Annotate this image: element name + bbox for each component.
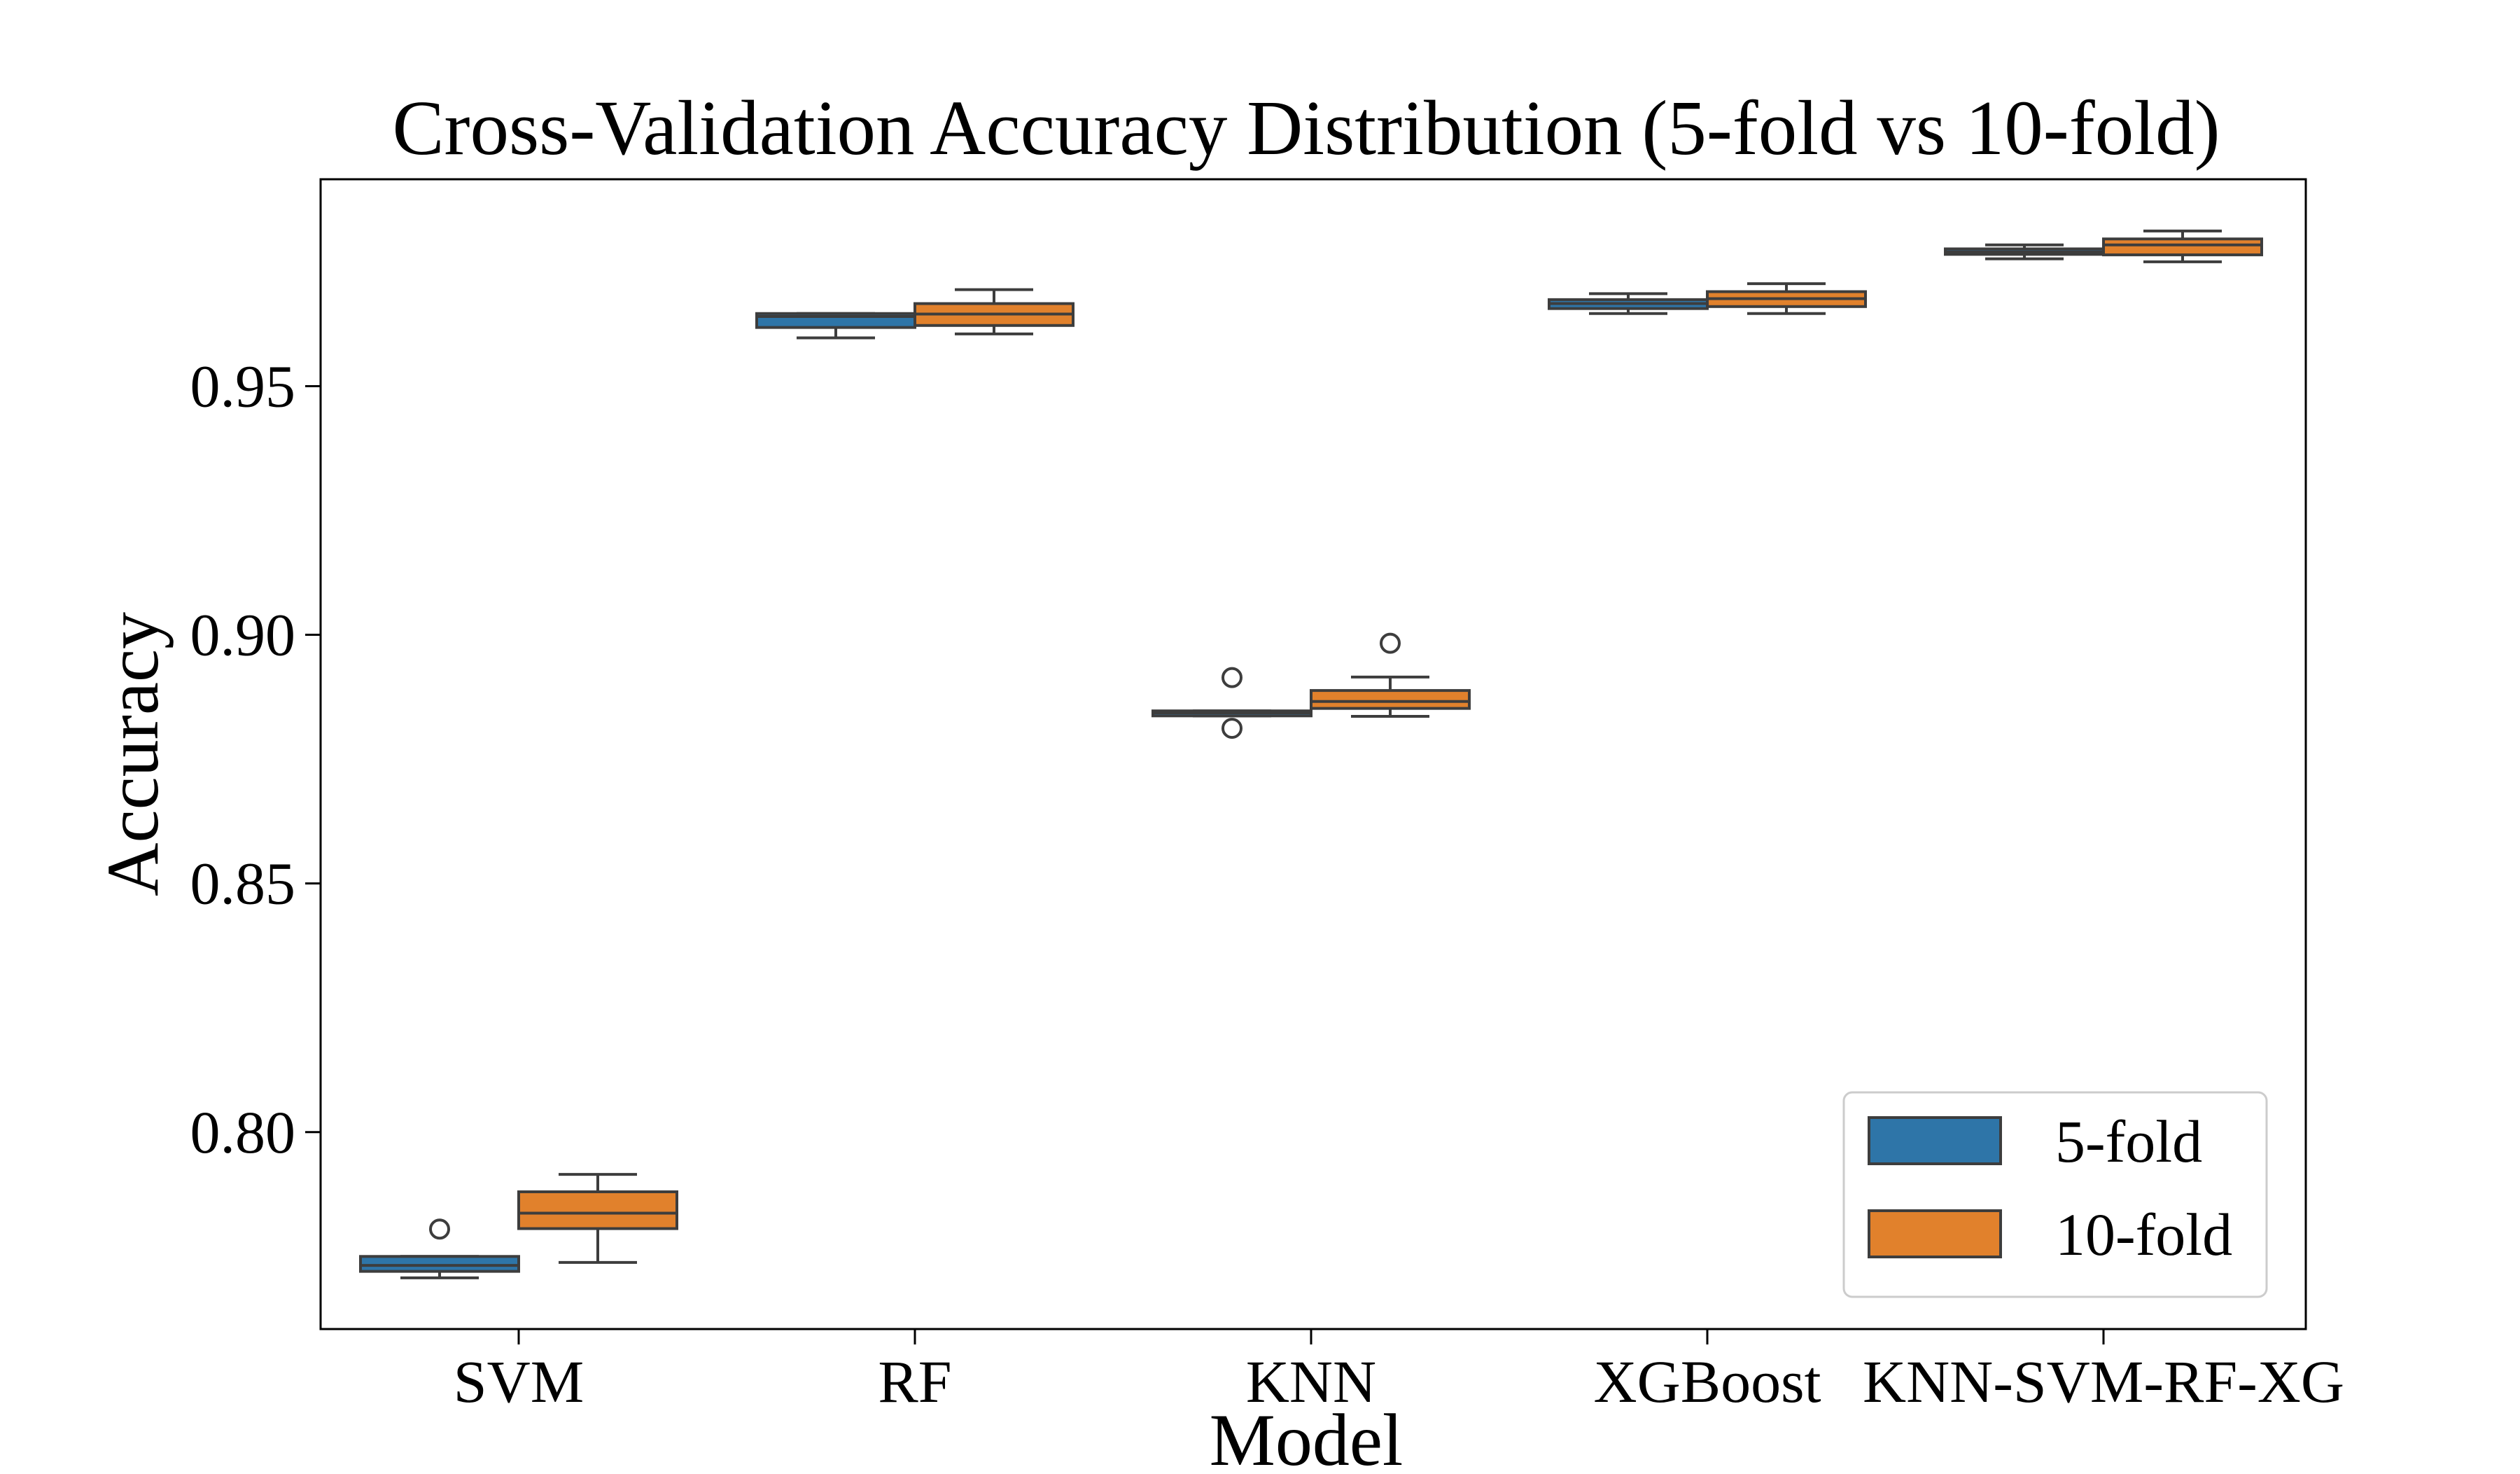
box-10-fold-KNN-SVM-RF-XG <box>2102 229 2263 263</box>
outlier-point <box>429 1218 450 1240</box>
outlier-point <box>1222 718 1242 739</box>
x-tick-label: RF <box>878 1348 951 1415</box>
plot-frame <box>319 178 2307 1330</box>
legend-label-5-fold: 5-fold <box>2055 1108 2202 1175</box>
y-tick-label: 0.90 <box>190 602 296 669</box>
legend: 5-fold 10-fold <box>1842 1091 2268 1298</box>
x-tick-label: XGBoost <box>1594 1348 1821 1415</box>
box-iqr <box>359 1255 520 1273</box>
chart-title: Cross-Validation Accuracy Distribution (… <box>392 85 2220 172</box>
box-10-fold-SVM <box>517 1173 678 1264</box>
y-axis: 0.80 0.85 0.90 0.95 <box>190 352 321 1166</box>
box-iqr <box>1310 689 1471 710</box>
box-10-fold-RF <box>913 288 1074 335</box>
box-10-fold-XGBoost <box>1706 282 1867 315</box>
legend-label-10-fold: 10-fold <box>2055 1201 2232 1268</box>
y-tick-label: 0.80 <box>190 1099 296 1166</box>
box-5-fold-KNN-SVM-RF-XG <box>1944 243 2105 260</box>
x-axis-label: Model <box>1210 1399 1404 1470</box>
y-tick-label: 0.95 <box>190 352 296 419</box>
plot-area <box>359 229 2263 1279</box>
outlier-point <box>1380 632 1401 654</box>
box-5-fold-XGBoost <box>1548 292 1709 315</box>
x-axis: SVM RF KNN XGBoost KNN-SVM-RF-XG <box>454 1329 2344 1415</box>
y-axis-label: Accuracy <box>92 612 174 896</box>
box-iqr <box>2102 237 2263 256</box>
box-5-fold-KNN <box>1152 667 1312 739</box>
outlier-point <box>1222 667 1242 688</box>
legend-swatch-10-fold <box>1868 1209 2002 1258</box>
box-10-fold-KNN <box>1310 632 1471 718</box>
box-iqr <box>517 1190 678 1230</box>
box-5-fold-SVM <box>359 1218 520 1279</box>
legend-swatch-5-fold <box>1868 1116 2002 1165</box>
x-tick-label: SVM <box>454 1348 584 1415</box>
y-tick-label: 0.85 <box>190 850 296 917</box>
x-tick-label: KNN-SVM-RF-XG <box>1863 1348 2344 1415</box>
x-tick-label: KNN <box>1246 1348 1376 1415</box>
